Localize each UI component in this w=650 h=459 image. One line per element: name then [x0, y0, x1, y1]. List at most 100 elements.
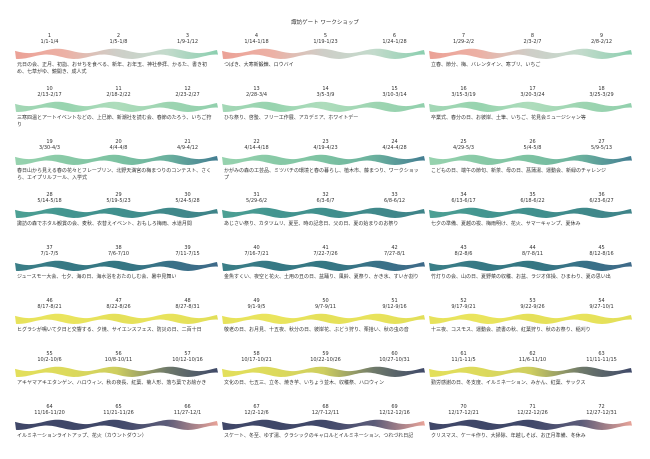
week-number: 55	[46, 351, 53, 357]
week-number: 26	[529, 139, 536, 145]
week-notes: かがみの森の工芸品、ミツバチの環境と春の暮らし、植木市、藤まつり、ワークショップ	[224, 168, 419, 181]
week-dates: 3/5-3/9	[316, 92, 335, 98]
week-number: 6	[392, 33, 397, 39]
week-dates: 4/9-4/12	[176, 145, 199, 151]
week-row: 64 11/16-11/20 65 11/21-11/26 66 11/27-12/1 67…	[15, 404, 635, 457]
week-notes: 三寒四温とアートイベントなどの、上巳節、新潮社を読む会、春節のたろう、いちご狩り	[17, 115, 212, 128]
week-dates: 1/19-1/23	[313, 39, 338, 45]
week-number: 3	[185, 33, 190, 39]
wave	[15, 48, 218, 59]
wave	[15, 419, 218, 430]
week-number: 72	[598, 404, 605, 410]
wave	[15, 101, 218, 112]
week-number: 57	[184, 351, 191, 357]
week-dates: 3/25-3/29	[589, 92, 614, 98]
week-dates: 6/18-6/22	[520, 198, 545, 204]
week-dates: 10/8-10/11	[104, 357, 133, 363]
week-dates: 4/19-4/23	[313, 145, 338, 151]
week-number: 29	[115, 192, 122, 198]
week-notes: 勤労感謝の日、冬支度、イルミネーション、みかん、紅葉、サックス	[431, 380, 586, 386]
week-dates: 7/1-7/5	[40, 251, 59, 257]
week-number: 52	[460, 298, 467, 304]
wave	[429, 207, 632, 218]
week-number: 53	[529, 298, 536, 304]
week-number: 10	[46, 86, 53, 92]
week-number: 68	[322, 404, 329, 410]
week-dates: 4/29-5/3	[452, 145, 475, 151]
week-number: 21	[184, 139, 191, 145]
week-dates: 2/28-3/4	[245, 92, 268, 98]
week-number: 46	[46, 298, 53, 304]
week-row: 1 1/1-1/4 2 1/5-1/8 3 1/9-1/12 4 1/14-1/18 5 1/19…	[15, 33, 635, 86]
week-row: 19 3/30-4/3 20 4/4-4/8 21 4/9-4/12 22 4/14-4/18…	[15, 139, 635, 192]
week-dates: 9/12-9/16	[382, 304, 407, 310]
week-row: 55 10/2-10/6 56 10/8-10/11 57 10/12-10/16 58 10…	[15, 351, 635, 404]
wave	[222, 154, 425, 165]
week-dates: 1/29-2/2	[452, 39, 475, 45]
week-number: 17	[529, 86, 536, 92]
week-number: 45	[598, 245, 605, 251]
week-number: 9	[599, 33, 604, 39]
week-dates: 11/6-11/10	[518, 357, 547, 363]
week-number: 33	[391, 192, 398, 198]
week-dates: 2/8-2/12	[590, 39, 613, 45]
week-number: 27	[598, 139, 605, 145]
week-number: 31	[253, 192, 260, 198]
wave	[222, 48, 425, 59]
week-notes: 卒業式、春分の日、お彼岸、土筆、いちご、花見会ミュージシャン等	[431, 115, 586, 121]
week-dates: 3/10-3/14	[382, 92, 407, 98]
week-dates: 12/7-12/11	[311, 410, 340, 416]
week-dates: 5/9-5/13	[590, 145, 613, 151]
week-notes: ひな祭り、啓蟄、フリー工作展、アカデミア、ホワイトデー	[224, 115, 359, 121]
week-notes: クリスマス、ケーキ作り、大掃除、年越しそば、お正月準備、冬休み	[431, 433, 586, 439]
week-dates: 6/3-6/7	[316, 198, 335, 204]
week-number: 5	[323, 33, 328, 39]
week-number: 1	[47, 33, 52, 39]
week-dates: 6/23-6/27	[589, 198, 614, 204]
week-number: 39	[184, 245, 191, 251]
week-dates: 12/12-12/16	[379, 410, 410, 416]
week-dates: 11/1-11/5	[451, 357, 476, 363]
week-number: 25	[460, 139, 467, 145]
wave	[15, 366, 218, 377]
week-number: 18	[598, 86, 605, 92]
week-dates: 7/22-7/26	[313, 251, 338, 257]
week-dates: 10/22-10/26	[310, 357, 341, 363]
wave	[429, 101, 632, 112]
week-number: 40	[253, 245, 260, 251]
week-dates: 2/13-2/17	[37, 92, 62, 98]
week-number: 30	[184, 192, 191, 198]
week-notes: 諏訪の森でホタル観賞の会、麦秋、衣替えイベント、おもしろ梅雨、水道月間	[17, 221, 192, 227]
week-number: 49	[253, 298, 260, 304]
week-number: 13	[253, 86, 260, 92]
wave-band	[15, 101, 632, 112]
week-number: 58	[253, 351, 260, 357]
week-number: 51	[391, 298, 398, 304]
week-number: 15	[391, 86, 398, 92]
week-dates: 8/27-8/31	[175, 304, 200, 310]
wave	[15, 313, 218, 324]
week-dates: 6/8-6/12	[383, 198, 406, 204]
week-notes: スケート、冬至、ゆず湯、クラシックのキャロルとイルミネーション、つれづれ日記	[224, 433, 414, 439]
week-notes: 立春、節分、梅、バレンタイン、寒ブリ、いちご	[431, 62, 541, 68]
week-number: 35	[529, 192, 536, 198]
week-number: 38	[115, 245, 122, 251]
week-number: 36	[598, 192, 605, 198]
week-dates: 12/2-12/6	[244, 410, 269, 416]
week-dates: 2/23-2/27	[175, 92, 200, 98]
week-dates: 5/24-5/28	[175, 198, 200, 204]
week-number: 66	[184, 404, 191, 410]
week-number: 60	[391, 351, 398, 357]
week-notes: ヒグラシが鳴いて夕日と交響する、夕焼、サイエンスフェス、防災の日、二百十日	[17, 327, 202, 333]
wave	[429, 48, 632, 59]
week-dates: 10/12-10/16	[172, 357, 203, 363]
week-dates: 9/22-9/26	[520, 304, 545, 310]
week-notes: イルミネーションライトアップ、花火（カウントダウン）	[17, 433, 147, 439]
week-number: 56	[115, 351, 122, 357]
week-dates: 9/7-9/11	[314, 304, 337, 310]
week-dates: 8/22-8/26	[106, 304, 131, 310]
week-notes: 七夕の準備、夏越の祓、梅雨明け、花火、サマーキャンプ、夏休み	[431, 221, 581, 227]
week-dates: 9/17-9/21	[451, 304, 476, 310]
week-notes: 春日山から見える春の花々とフレーブリン、北野天満宮の梅まつりのコンテスト、さくら…	[17, 168, 212, 181]
